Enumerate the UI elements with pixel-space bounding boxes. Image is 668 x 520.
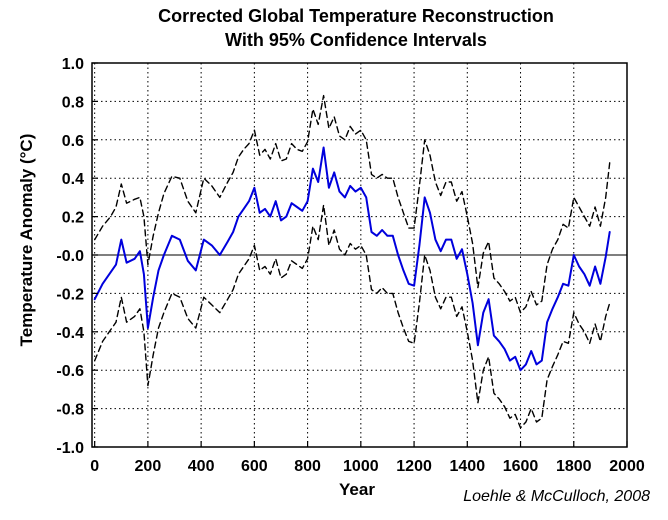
series-line-lower-95 xyxy=(93,204,611,429)
x-axis-label: Year xyxy=(339,480,375,499)
series-line-upper-95 xyxy=(93,94,611,314)
x-tick-label: 1600 xyxy=(503,458,539,475)
y-axis-label: Temperature Anomaly (°C) xyxy=(17,134,36,347)
y-tick-label: -0.4 xyxy=(56,325,84,342)
x-tick-label: 400 xyxy=(188,458,215,475)
chart-title: Corrected Global Temperature Reconstruct… xyxy=(158,6,554,26)
x-tick-label: 800 xyxy=(294,458,321,475)
y-tick-label: 0.8 xyxy=(62,94,84,111)
x-tick-label: 1000 xyxy=(343,458,379,475)
chart-subtitle: With 95% Confidence Intervals xyxy=(225,30,487,50)
x-tick-label: 600 xyxy=(241,458,268,475)
chart-credit: Loehle & McCulloch, 2008 xyxy=(463,488,650,505)
y-tick-label: 0.6 xyxy=(62,133,84,150)
y-tick-label: 1.0 xyxy=(62,56,84,73)
tick-labels: 0 200 400 600 800 1000 1200 1400 1600 1800 2000 1.0… xyxy=(56,56,644,475)
plot-frame xyxy=(91,62,628,448)
y-tick-label: 0.2 xyxy=(62,210,84,227)
series-group xyxy=(93,94,611,429)
x-tick-label: 2000 xyxy=(609,458,645,475)
y-tick-label: -0.8 xyxy=(56,402,84,419)
x-tick-label: 0 xyxy=(90,458,99,475)
y-tick-label: -0.6 xyxy=(56,363,84,380)
y-tick-label: -0.2 xyxy=(56,286,84,303)
y-tick-label: -1.0 xyxy=(56,440,84,457)
x-tick-label: 1400 xyxy=(450,458,486,475)
series-line-reconstruction xyxy=(93,146,611,372)
x-tick-label: 1800 xyxy=(556,458,592,475)
y-tick-label: -0.0 xyxy=(56,248,84,265)
y-tick-label: 0.4 xyxy=(62,171,84,188)
x-tick-label: 200 xyxy=(135,458,162,475)
grid xyxy=(92,63,627,447)
x-tick-label: 1200 xyxy=(396,458,432,475)
